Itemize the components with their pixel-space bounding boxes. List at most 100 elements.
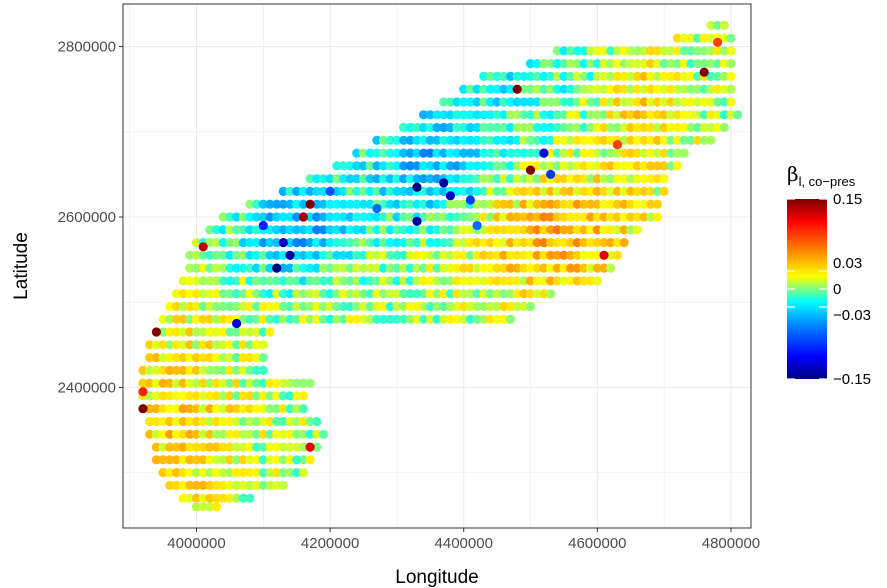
- data-point: [218, 416, 228, 427]
- data-point: [205, 416, 215, 427]
- data-point: [325, 289, 335, 299]
- data-point: [358, 225, 369, 235]
- data-point: [566, 174, 576, 184]
- data-point: [412, 122, 422, 133]
- data-point: [659, 97, 669, 107]
- data-point: [432, 148, 442, 158]
- data-point: [492, 314, 502, 324]
- data-point: [205, 238, 215, 248]
- data-point: [479, 148, 489, 158]
- data-point: [519, 97, 529, 107]
- data-point: [539, 238, 549, 248]
- data-point: [539, 174, 549, 184]
- data-point: [265, 429, 275, 439]
- data-point: [312, 276, 322, 286]
- data-point: [452, 250, 462, 260]
- data-point: [619, 122, 629, 133]
- data-point: [178, 314, 188, 324]
- data-point: [258, 250, 268, 260]
- data-point: [238, 276, 248, 286]
- data-point: [278, 212, 288, 222]
- data-point: [285, 199, 295, 209]
- data-point: [258, 480, 268, 490]
- data-point: [365, 186, 375, 196]
- data-point: [318, 174, 328, 184]
- data-point: [452, 135, 462, 145]
- data-point: [258, 314, 268, 324]
- data-point: [232, 238, 242, 248]
- data-point: [252, 250, 262, 260]
- data-point: [232, 468, 242, 478]
- data-point: [198, 442, 208, 452]
- data-point: [332, 212, 342, 222]
- data-point: [439, 110, 449, 120]
- data-point: [505, 71, 516, 81]
- data-point: [519, 84, 529, 94]
- data-point: [178, 493, 188, 503]
- data-point: [525, 59, 536, 69]
- data-point: [572, 46, 582, 56]
- data-point: [225, 301, 235, 312]
- data-point: [158, 327, 168, 337]
- data-point: [419, 225, 429, 235]
- data-point: [713, 110, 723, 120]
- data-point: [318, 225, 328, 235]
- data-point: [439, 199, 449, 209]
- data-point: [292, 199, 302, 209]
- data-point: [272, 238, 282, 248]
- data-point: [171, 353, 181, 363]
- data-point: [145, 404, 155, 414]
- data-point: [465, 110, 475, 120]
- data-point: [686, 59, 696, 69]
- data-point: [592, 250, 602, 260]
- data-point: [232, 442, 242, 452]
- data-point: [465, 212, 475, 222]
- data-point: [185, 480, 195, 490]
- data-point: [485, 289, 495, 299]
- data-point: [626, 59, 636, 69]
- data-point: [546, 199, 556, 209]
- data-point: [519, 148, 529, 158]
- data-point: [532, 71, 542, 81]
- data-point: [539, 276, 549, 286]
- data-point: [278, 263, 288, 273]
- data-point: [485, 225, 495, 235]
- data-point: [559, 276, 569, 286]
- data-point: [439, 186, 449, 196]
- data-point: [492, 276, 502, 286]
- data-point: [205, 480, 215, 490]
- data-point: [292, 442, 302, 452]
- data-point: [178, 340, 188, 350]
- data-point: [225, 480, 235, 490]
- data-point: [479, 97, 489, 107]
- data-point: [425, 250, 435, 260]
- data-point: [352, 250, 362, 260]
- data-point: [492, 174, 502, 184]
- data-point: [372, 263, 382, 273]
- data-point: [405, 199, 415, 209]
- data-point: [726, 84, 736, 94]
- data-point: [646, 84, 656, 94]
- data-point: [505, 186, 516, 196]
- data-point: [145, 429, 155, 439]
- data-point: [365, 276, 375, 286]
- data-point: [439, 122, 449, 133]
- data-point: [552, 174, 562, 184]
- data-point: [465, 161, 475, 171]
- data-point: [492, 122, 502, 133]
- data-point: [579, 263, 589, 273]
- data-point: [432, 263, 442, 273]
- data-point: [586, 186, 596, 196]
- x-tick-label: 4000000: [167, 535, 225, 552]
- data-point: [238, 238, 248, 248]
- data-point: [338, 186, 349, 196]
- data-point: [265, 404, 275, 414]
- data-point: [285, 276, 295, 286]
- data-point: [238, 212, 248, 222]
- data-point: [459, 263, 469, 273]
- data-point: [412, 148, 422, 158]
- data-point: [566, 263, 576, 273]
- data-point: [185, 289, 195, 299]
- data-point: [252, 480, 262, 490]
- data-point: [546, 110, 556, 120]
